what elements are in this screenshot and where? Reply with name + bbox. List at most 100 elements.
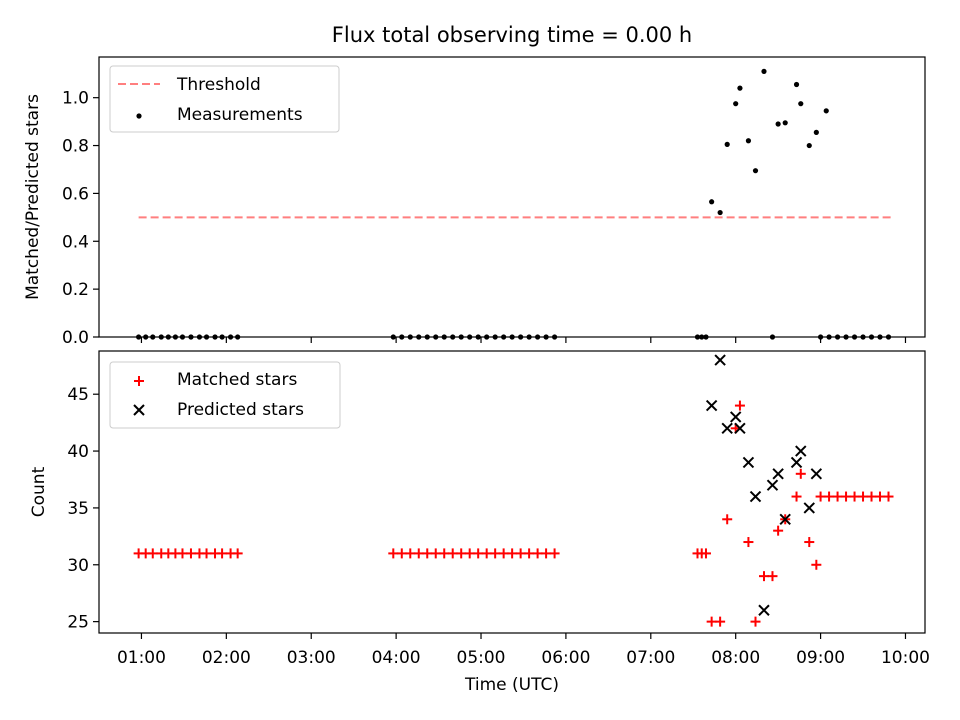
- matched-star-point: [177, 548, 188, 559]
- measurement-point: [752, 168, 759, 174]
- y-tick-label: 1.0: [62, 89, 89, 109]
- measurement-point: [761, 68, 767, 74]
- legend-measurements-swatch: [136, 113, 142, 119]
- legend-matched-label: Matched stars: [177, 370, 297, 390]
- y-tick-label: 30: [67, 556, 89, 576]
- predicted-star-point: [729, 411, 742, 423]
- measurement-point: [717, 209, 723, 216]
- matched-star-point: [147, 548, 158, 559]
- matched-star-point: [858, 491, 869, 502]
- y-tick-label: 0.8: [62, 137, 89, 157]
- matched-star-point: [524, 548, 535, 559]
- matched-star-point: [849, 491, 860, 502]
- matched-star-point: [832, 491, 843, 502]
- top-legend: Threshold Measurements: [109, 65, 340, 133]
- matched-star-point: [700, 548, 711, 559]
- top-panel: 0.0 0.2 0.4 0.6 0.8 1.0 Matched/Predicted sta…: [23, 56, 926, 348]
- predicted-star-point: [749, 490, 762, 503]
- matched-star-point: [875, 491, 886, 502]
- x-tick-label: 02:00: [202, 648, 251, 668]
- matched-star-point: [743, 537, 754, 548]
- measurement-point: [733, 101, 739, 107]
- y-tick-label: 45: [67, 385, 89, 405]
- measurement-point: [737, 85, 743, 91]
- measurement-point: [793, 81, 800, 88]
- x-tick-label: 07:00: [626, 648, 675, 668]
- legend-predicted-label: Predicted stars: [177, 400, 304, 420]
- legend-matched-swatch: [134, 376, 144, 386]
- x-axis-label: Time (UTC): [464, 675, 559, 695]
- top-x-ticks: [140, 337, 907, 343]
- predicted-star-point: [734, 422, 746, 435]
- matched-star-point: [773, 525, 784, 536]
- matched-star-point: [750, 616, 761, 627]
- matched-star-point: [841, 491, 852, 502]
- matched-star-point: [507, 548, 518, 559]
- bottom-panel: 25 30 35 40 45 01:00 02:00 03:00 04:00 05:00 06:0…: [29, 350, 930, 668]
- matched-star-point: [758, 571, 769, 582]
- top-y-ticks: 0.0 0.2 0.4 0.6 0.8 1.0: [62, 89, 99, 348]
- measurement-point: [823, 108, 829, 114]
- matched-star-point: [883, 491, 894, 502]
- matched-star-point: [430, 548, 441, 559]
- matched-star-point: [490, 548, 501, 559]
- y-tick-label: 35: [67, 499, 89, 519]
- top-legend-box: [109, 65, 340, 133]
- matched-star-point: [767, 571, 778, 582]
- y-tick-label: 0.6: [62, 184, 89, 204]
- matched-star-point: [232, 548, 243, 559]
- matched-star-point: [396, 548, 407, 559]
- predicted-star-point: [721, 422, 733, 435]
- matched-star-point: [541, 548, 552, 559]
- matched-star-point: [201, 548, 212, 559]
- measurement-point: [724, 141, 730, 147]
- predicted-star-point: [758, 604, 770, 616]
- bottom-x-ticks: 01:00 02:00 03:00 04:00 05:00 06:00 07:00 08:00…: [117, 633, 930, 668]
- predicted-star-point: [705, 399, 718, 412]
- x-tick-label: 01:00: [117, 648, 166, 668]
- x-tick-label: 08:00: [711, 648, 760, 668]
- predicted-star-point: [803, 502, 815, 514]
- matched-star-point: [532, 548, 543, 559]
- matched-star-point: [439, 548, 450, 559]
- matched-star-point: [515, 548, 526, 559]
- measurement-point: [775, 121, 781, 127]
- x-tick-label: 06:00: [541, 648, 590, 668]
- measurement-point: [745, 138, 752, 144]
- measurement-point: [813, 129, 819, 135]
- matched-star-point: [422, 548, 433, 559]
- bottom-plot-frame: [98, 350, 926, 634]
- bottom-y-ticks: 25 30 35 40 45: [67, 385, 99, 633]
- matched-star-point: [413, 548, 424, 559]
- measurement-point: [782, 120, 788, 126]
- matched-star-point: [791, 491, 802, 502]
- matched-star-point: [549, 548, 560, 559]
- top-y-axis-label: Matched/Predicted stars: [23, 94, 43, 300]
- x-tick-label: 04:00: [372, 648, 421, 668]
- legend-threshold-label: Threshold: [176, 75, 261, 95]
- chart-title: Flux total observing time = 0.00 h: [332, 23, 692, 47]
- measurement-point: [709, 199, 715, 205]
- matched-star-point: [481, 548, 492, 559]
- matched-star-point: [866, 491, 877, 502]
- y-tick-label: 0.0: [62, 328, 89, 348]
- x-tick-label: 05:00: [457, 648, 506, 668]
- predicted-star-point: [810, 468, 823, 480]
- predicted-star-point: [795, 445, 807, 457]
- matched-star-point: [456, 548, 467, 559]
- matched-star-point: [405, 548, 416, 559]
- top-plot-frame: [98, 56, 926, 338]
- predicted-star-point: [714, 354, 726, 366]
- x-tick-label: 09:00: [796, 648, 845, 668]
- matched-star-point: [715, 616, 726, 627]
- x-tick-label: 10:00: [881, 648, 930, 668]
- matched-star-point: [447, 548, 458, 559]
- matched-star-point: [473, 548, 484, 559]
- matched-star-point: [824, 491, 835, 502]
- y-tick-label: 40: [67, 442, 89, 462]
- measurement-point: [798, 101, 804, 107]
- matched-star-point: [795, 468, 806, 479]
- bottom-legend-box: [109, 361, 341, 429]
- legend-measurements-label: Measurements: [177, 105, 303, 125]
